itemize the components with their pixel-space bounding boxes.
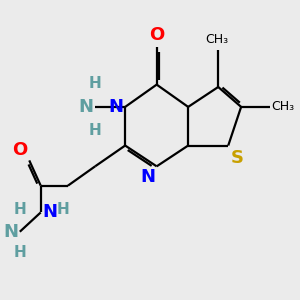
Text: N: N <box>3 223 18 241</box>
Text: H: H <box>14 202 26 217</box>
Text: N: N <box>79 98 94 116</box>
Text: O: O <box>13 141 28 159</box>
Text: N: N <box>109 98 124 116</box>
Text: O: O <box>149 26 164 44</box>
Text: N: N <box>140 168 155 186</box>
Text: S: S <box>231 148 244 166</box>
Text: N: N <box>42 203 57 221</box>
Text: H: H <box>56 202 69 217</box>
Text: H: H <box>89 76 101 91</box>
Text: CH₃: CH₃ <box>205 33 228 46</box>
Text: H: H <box>89 123 101 138</box>
Text: CH₃: CH₃ <box>271 100 294 113</box>
Text: H: H <box>14 245 26 260</box>
